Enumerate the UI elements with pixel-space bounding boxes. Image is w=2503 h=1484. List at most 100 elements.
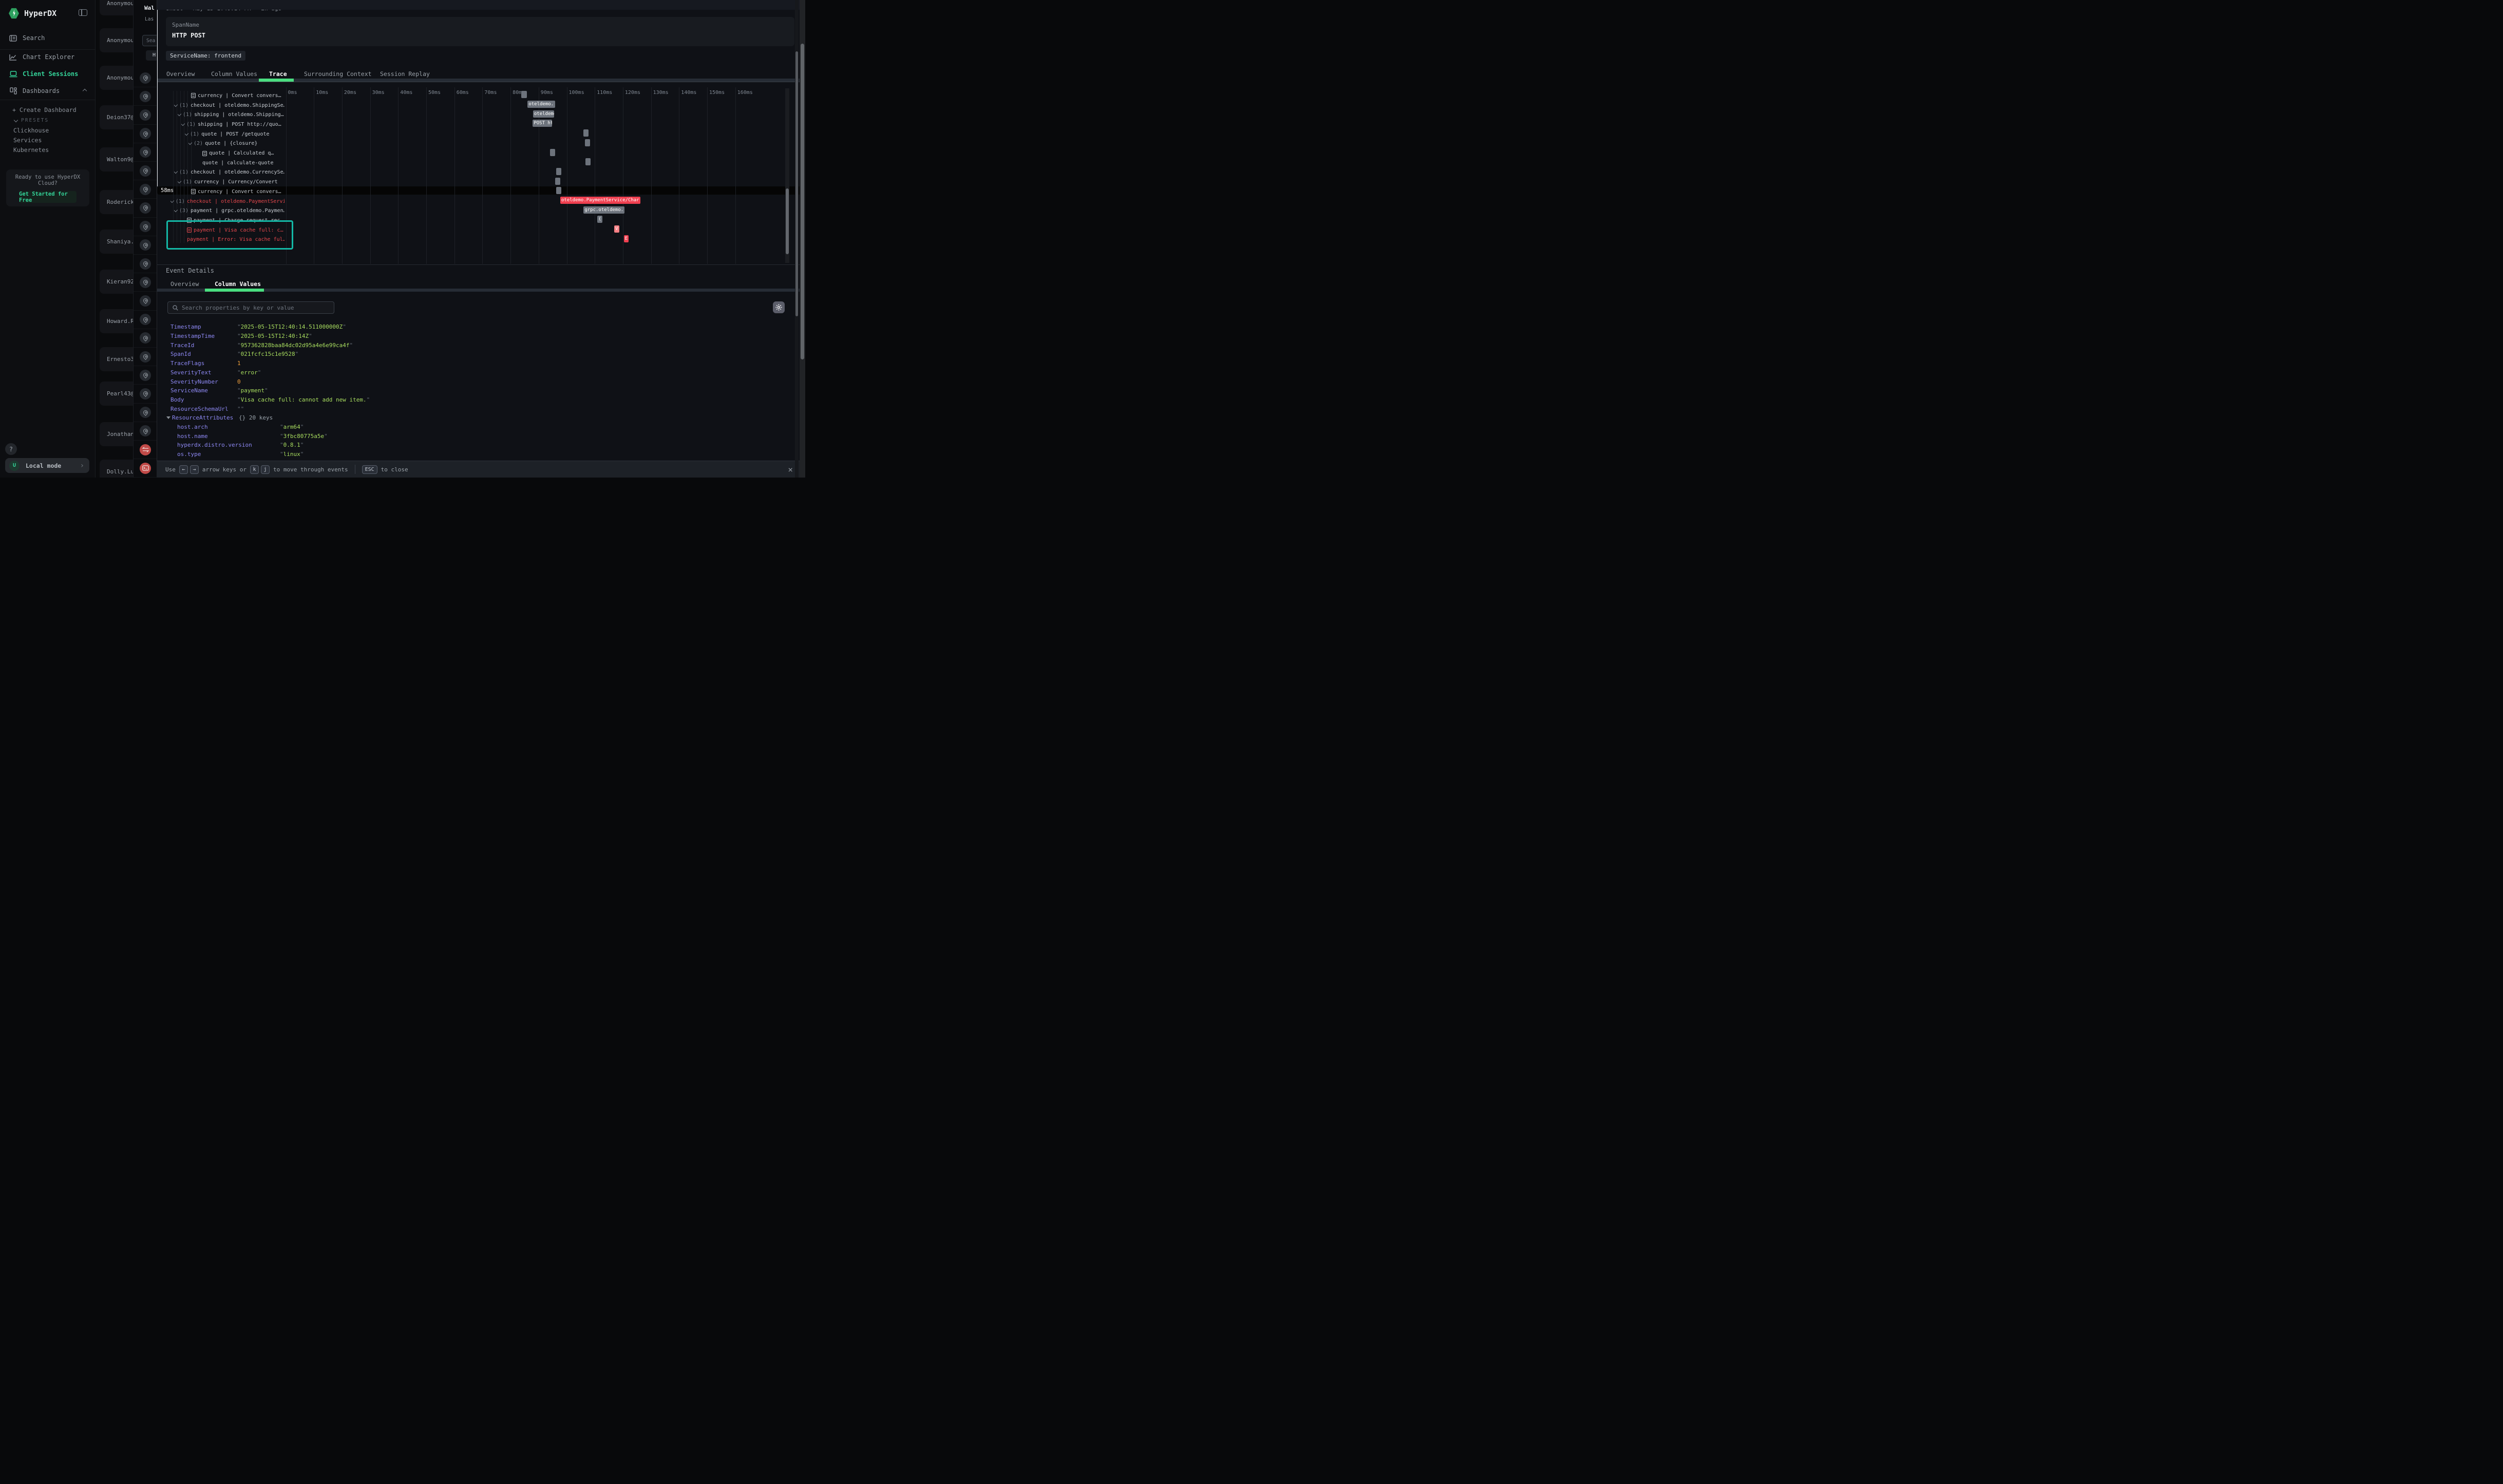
- trace-row[interactable]: payment | Charge request rec…: [157, 216, 794, 225]
- trace-row[interactable]: quote | Calculated q…: [157, 148, 794, 158]
- event-item-pageview[interactable]: [134, 329, 157, 348]
- property-row[interactable]: host.arch " arm64 ": [166, 423, 731, 432]
- tab-trace[interactable]: Trace: [269, 70, 287, 78]
- chevron-down-icon[interactable]: [178, 179, 182, 184]
- help-button[interactable]: ?: [5, 443, 17, 455]
- span-bar[interactable]: V: [614, 225, 619, 233]
- collapse-sidebar-icon[interactable]: [79, 9, 87, 16]
- panel-scrollbar[interactable]: [795, 0, 799, 478]
- span-bar[interactable]: oteldemo.: [527, 101, 555, 108]
- service-badge[interactable]: ServiceName: frontend: [166, 51, 246, 61]
- span-bar[interactable]: [556, 167, 562, 175]
- tab-surrounding-context[interactable]: Surrounding Context: [304, 70, 372, 78]
- get-started-button[interactable]: Get Started for Free: [19, 191, 77, 203]
- trace-row[interactable]: (1) checkout | oteldemo.PaymentServi…: [157, 197, 794, 206]
- event-item-pageview[interactable]: [134, 404, 157, 422]
- event-item-pageview[interactable]: [134, 106, 157, 125]
- session-card[interactable]: Kieran92@h: [100, 269, 133, 294]
- event-item-pageview[interactable]: [134, 125, 157, 143]
- session-card[interactable]: Anonymous: [100, 0, 133, 15]
- trace-row-tree[interactable]: (1) shipping | POST http://quo…: [181, 121, 285, 127]
- session-card[interactable]: Dolly.Lubo: [100, 459, 133, 478]
- session-card[interactable]: Shaniya.Sc: [100, 229, 133, 254]
- events-filter-button[interactable]: H: [146, 50, 157, 61]
- session-card[interactable]: Pearl43@ho: [100, 381, 133, 406]
- session-card[interactable]: Ernesto33@: [100, 347, 133, 371]
- chevron-down-icon[interactable]: [178, 112, 182, 117]
- create-dashboard-button[interactable]: + Create Dashboard: [12, 106, 77, 113]
- span-bar[interactable]: [585, 158, 591, 166]
- trace-row-tree[interactable]: (1) quote | POST /getquote: [185, 131, 285, 137]
- session-card[interactable]: Deion37@gm: [100, 105, 133, 129]
- property-search-input[interactable]: Search properties by key or value: [167, 301, 334, 314]
- event-item-pageview[interactable]: [134, 292, 157, 311]
- chevron-down-icon[interactable]: [181, 121, 185, 126]
- trace-row-tree[interactable]: (1) checkout | oteldemo.PaymentServi…: [170, 198, 285, 204]
- span-bar[interactable]: [583, 129, 589, 137]
- tab-overview[interactable]: Overview: [166, 70, 195, 78]
- preset-item-clickhouse[interactable]: Clickhouse: [13, 127, 49, 134]
- waterfall-scrollbar[interactable]: [785, 88, 789, 263]
- trace-row-tree[interactable]: (2) quote | {closure}: [188, 141, 285, 146]
- chevron-down-icon[interactable]: [174, 169, 178, 174]
- event-item-pageview[interactable]: [134, 311, 157, 329]
- trace-row-tree[interactable]: quote | Calculated q…: [202, 150, 285, 156]
- property-row[interactable]: os.type " linux ": [166, 450, 731, 459]
- trace-row-tree[interactable]: (3) payment | grpc.oteldemo.Paymen…: [174, 208, 285, 214]
- trace-row[interactable]: payment | Error: Visa cache ful…: [157, 235, 794, 245]
- trace-row[interactable]: (1) checkout | oteldemo.CurrencySe…: [157, 168, 794, 178]
- trace-row-tree[interactable]: payment | Visa cache full: c…: [187, 227, 285, 233]
- close-icon[interactable]: ×: [788, 464, 793, 474]
- span-bar[interactable]: [584, 139, 590, 146]
- span-bar[interactable]: [550, 148, 556, 156]
- preset-item-kubernetes[interactable]: Kubernetes: [13, 146, 49, 154]
- chevron-down-icon[interactable]: [170, 198, 175, 203]
- trace-row-tree[interactable]: currency | Convert convers…: [191, 189, 285, 195]
- trace-row[interactable]: (1) quote | POST /getquote: [157, 129, 794, 139]
- span-bar[interactable]: POST ht: [533, 120, 552, 127]
- sidebar-item-client-sessions[interactable]: Client Sessions: [0, 65, 96, 83]
- trace-row[interactable]: (2) quote | {closure}: [157, 139, 794, 149]
- property-row[interactable]: SeverityNumber 0: [166, 377, 731, 386]
- property-row[interactable]: ServiceName " payment ": [166, 386, 731, 395]
- settings-button[interactable]: [773, 301, 785, 313]
- session-card[interactable]: Roderick_S: [100, 189, 133, 214]
- span-bar[interactable]: [521, 91, 527, 99]
- chevron-down-icon[interactable]: [174, 208, 178, 213]
- span-bar[interactable]: oteldemo.PaymentService/Char: [560, 197, 640, 204]
- trace-row-tree[interactable]: (1) shipping | oteldemo.Shipping…: [178, 112, 285, 118]
- property-row[interactable]: host.name " 3fbc80775a5e ": [166, 431, 731, 441]
- chevron-down-icon[interactable]: [174, 102, 178, 107]
- property-row[interactable]: TraceId " 957362828baa84dc02d95a4e6e99ca4f…: [166, 340, 731, 350]
- trace-row[interactable]: currency | Convert convers…: [157, 187, 794, 197]
- event-item-pageview[interactable]: [134, 87, 157, 106]
- trace-row[interactable]: quote | calculate-quote: [157, 158, 794, 168]
- trace-row-tree[interactable]: (1) checkout | oteldemo.CurrencySe…: [174, 169, 285, 175]
- span-bar[interactable]: [555, 177, 560, 185]
- sidebar-item-dashboards[interactable]: Dashboards: [0, 82, 96, 100]
- presets-toggle[interactable]: PRESETS: [13, 118, 49, 123]
- trace-row-tree[interactable]: quote | calculate-quote: [202, 160, 285, 166]
- event-item-terminal[interactable]: [134, 459, 157, 478]
- property-row[interactable]: Body " Visa cache full: cannot add new ite…: [166, 395, 731, 405]
- span-bar[interactable]: E: [623, 235, 629, 242]
- event-item-exchange[interactable]: [134, 441, 157, 460]
- chevron-down-icon[interactable]: [185, 131, 189, 136]
- event-item-pageview[interactable]: [134, 199, 157, 218]
- event-item-pageview[interactable]: [134, 162, 157, 181]
- trace-row[interactable]: payment | Visa cache full: c…: [157, 225, 794, 235]
- sidebar-item-chart-explorer[interactable]: Chart Explorer: [0, 48, 96, 66]
- sidebar-item-search[interactable]: Search: [0, 29, 96, 47]
- span-bar[interactable]: [556, 187, 562, 195]
- trace-row-tree[interactable]: currency | Convert convers…: [191, 93, 285, 99]
- chevron-down-icon[interactable]: [188, 141, 193, 145]
- logo[interactable]: HyperDX: [9, 8, 56, 19]
- property-row[interactable]: SeverityText " error ": [166, 368, 731, 377]
- preset-item-services[interactable]: Services: [13, 137, 42, 144]
- tab-column-values[interactable]: Column Values: [211, 70, 258, 78]
- session-card[interactable]: Howard.Run: [100, 309, 133, 333]
- session-card[interactable]: Anonymous: [100, 65, 133, 90]
- event-item-pageview[interactable]: [134, 348, 157, 367]
- trace-row[interactable]: currency | Convert convers…: [157, 91, 794, 101]
- trace-row-tree[interactable]: payment | Charge request rec…: [187, 218, 285, 223]
